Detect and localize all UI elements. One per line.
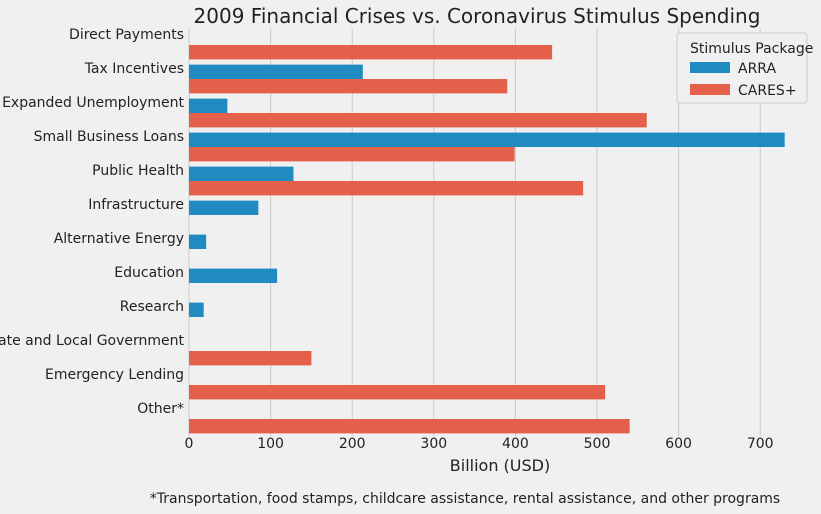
y-category-label: Education [114,265,184,281]
bar-arra [189,64,363,79]
y-category-label: Small Business Loans [34,129,184,145]
y-category-label: Alternative Energy [54,231,184,247]
bar-cares [189,45,553,60]
bar-cares [189,419,630,434]
footnote: *Transportation, food stamps, childcare … [150,491,780,507]
legend-swatch-arra [690,62,730,73]
bar-arra [189,200,259,215]
legend-title: Stimulus Package [690,41,813,57]
y-category-label: Direct Payments [69,27,184,43]
bar-arra [189,98,228,113]
y-category-label: Public Health [92,163,184,179]
y-category-label: Tax Incentives [84,61,184,77]
plot-area: 0 100 200 300 400 500 600 700 Direct Payments Tax… [0,27,785,452]
bar-cares [189,113,647,128]
x-tick-label: 700 [747,436,774,452]
y-category-label: Infrastructure [88,197,184,213]
y-category-label: Emergency Lending [45,367,184,383]
bar-cares [189,385,606,400]
bar-arra [189,132,785,147]
legend-label-arra: ARRA [738,61,776,77]
bar-arra [189,166,294,181]
y-category-label: Other* [137,401,184,417]
x-tick-label: 600 [665,436,692,452]
y-category-label: State and Local Government [0,333,185,349]
bar-arra [189,234,207,249]
x-tick-label: 400 [502,436,529,452]
x-tick-label: 500 [584,436,611,452]
bar-cares [189,351,312,366]
bar-cares [189,181,584,196]
y-category-label: Expanded Unemployment [2,95,184,111]
bar-cares [189,79,508,94]
y-category-label: Research [120,299,184,315]
x-tick-label: 300 [420,436,447,452]
bar-arra [189,268,278,283]
x-tick-label: 200 [339,436,366,452]
x-axis-label: Billion (USD) [450,456,550,475]
bar-arra [189,302,204,317]
legend-label-cares: CARES+ [738,83,797,99]
x-tick-label: 0 [185,436,194,452]
legend: Stimulus Package ARRA CARES+ [676,32,813,104]
chart-title: 2009 Financial Crises vs. Coronavirus St… [194,4,761,28]
x-tick-label: 100 [257,436,284,452]
legend-swatch-cares [690,84,730,95]
bar-cares [189,147,515,162]
